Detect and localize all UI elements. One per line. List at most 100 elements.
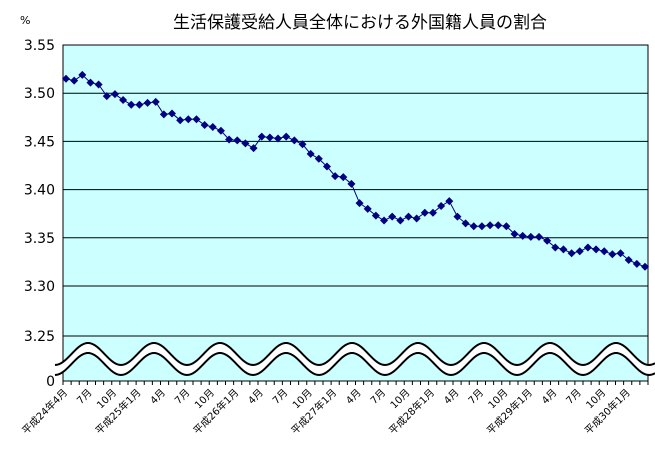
data-point: [518, 231, 527, 240]
y-tick-label: 3.55: [24, 38, 55, 54]
data-point: [428, 208, 437, 217]
data-point: [119, 95, 128, 104]
data-point: [404, 212, 413, 221]
data-point: [282, 132, 291, 141]
y-tick-label: 3.50: [24, 86, 55, 102]
data-point: [306, 149, 315, 158]
data-point: [94, 80, 103, 89]
data-point: [257, 132, 266, 141]
x-tick-label: 4月: [441, 387, 461, 407]
data-point: [510, 229, 519, 238]
data-point: [567, 249, 576, 258]
data-point: [86, 78, 95, 87]
data-point: [600, 247, 609, 256]
data-point: [437, 201, 446, 210]
data-point: [110, 90, 119, 99]
data-point: [298, 140, 307, 149]
y-tick-label: 3.40: [24, 183, 55, 199]
data-point: [380, 216, 389, 225]
data-point: [78, 70, 87, 79]
data-point: [143, 98, 152, 107]
data-point: [241, 139, 250, 148]
data-point: [151, 97, 160, 106]
data-point: [70, 76, 79, 85]
x-tick-label: 7月: [172, 387, 192, 407]
x-tick-label: 平成25年1月: [93, 386, 144, 437]
data-point: [274, 134, 283, 143]
data-point: [249, 144, 258, 153]
data-point: [543, 236, 552, 245]
data-point: [314, 154, 323, 163]
data-point: [388, 212, 397, 221]
y-axis-unit: %: [20, 14, 30, 27]
x-tick-label: 7月: [270, 387, 290, 407]
data-point: [159, 110, 168, 119]
x-tick-label: 7月: [368, 387, 388, 407]
x-tick-label: 平成26年1月: [190, 386, 241, 437]
axis-break-line: [54, 352, 655, 377]
y-tick-label: 3.35: [24, 231, 55, 247]
data-point: [616, 249, 625, 258]
x-tick-label: 4月: [344, 387, 364, 407]
y-tick-label: 3.30: [24, 279, 55, 295]
data-point: [265, 133, 274, 142]
x-tick-label: 平成30年1月: [582, 386, 633, 437]
data-point: [592, 245, 601, 254]
x-tick-label: 7月: [564, 387, 584, 407]
x-tick-label: 平成27年1月: [288, 386, 339, 437]
data-point: [290, 136, 299, 145]
data-point: [486, 221, 495, 230]
x-tick-label: 4月: [148, 387, 168, 407]
data-point: [322, 162, 331, 171]
plot-area: [62, 44, 649, 382]
data-point: [355, 199, 364, 208]
data-point: [184, 115, 193, 124]
data-point: [641, 262, 649, 271]
data-point: [208, 122, 217, 131]
y-tick-label: 0: [46, 374, 55, 390]
data-point: [412, 214, 421, 223]
x-tick-label: 平成28年1月: [386, 386, 437, 437]
data-point: [225, 135, 234, 144]
data-point: [551, 243, 560, 252]
data-point: [216, 126, 225, 135]
data-point: [192, 115, 201, 124]
data-point: [127, 100, 136, 109]
data-point: [200, 121, 209, 130]
data-point: [420, 208, 429, 217]
data-point: [624, 255, 633, 264]
data-point: [534, 232, 543, 241]
x-tick-label: 平成29年1月: [484, 386, 535, 437]
data-point: [176, 116, 185, 125]
axis-break-band: [55, 343, 655, 375]
data-point: [396, 216, 405, 225]
data-point: [453, 212, 462, 221]
data-point: [135, 100, 144, 109]
data-point: [102, 92, 111, 101]
data-point: [608, 250, 617, 259]
y-tick-label: 3.45: [24, 134, 55, 150]
chart-title: 生活保護受給人員全体における外国籍人員の割合: [173, 13, 547, 33]
data-point: [363, 204, 372, 213]
x-tick-label: 4月: [539, 387, 559, 407]
y-tick-label: 3.25: [24, 329, 55, 345]
data-point: [233, 136, 242, 145]
x-tick-label: 平成24年4月: [19, 386, 70, 437]
x-tick-label: 7月: [75, 387, 95, 407]
data-point: [494, 221, 503, 230]
data-point: [583, 243, 592, 252]
data-point: [502, 222, 511, 231]
data-point: [477, 222, 486, 231]
data-point: [445, 197, 454, 206]
data-point: [559, 245, 568, 254]
axis-break-line: [54, 342, 655, 367]
data-point: [526, 232, 535, 241]
data-point: [331, 172, 340, 181]
data-point: [461, 219, 470, 228]
x-tick-label: 4月: [246, 387, 266, 407]
data-point: [632, 259, 641, 268]
data-point: [168, 109, 177, 118]
data-point: [347, 179, 356, 188]
